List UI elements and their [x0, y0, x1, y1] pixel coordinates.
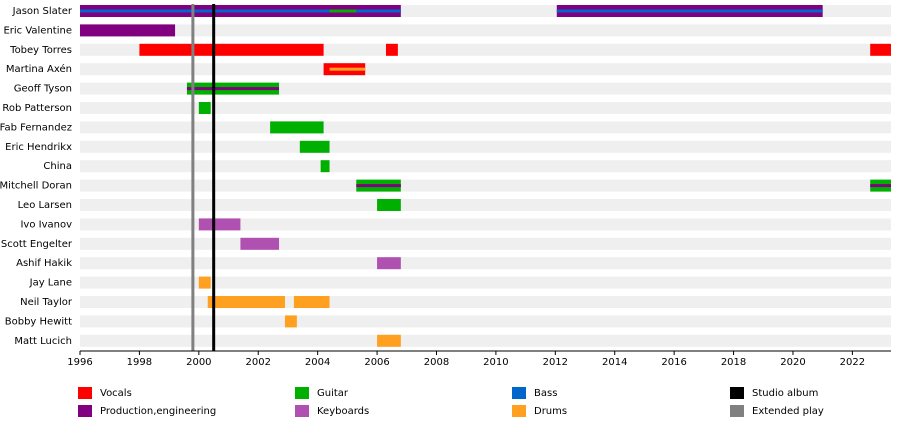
- role-bar: [270, 121, 324, 134]
- legend-swatch: [730, 387, 744, 399]
- legend-label: Extended play: [752, 406, 824, 417]
- role-bar: [299, 140, 330, 153]
- legend-label: Drums: [534, 406, 567, 417]
- member-label: Geoff Tyson: [14, 84, 72, 95]
- row-band: [80, 276, 891, 289]
- member-label: China: [43, 161, 72, 172]
- x-tick-label: 2006: [364, 357, 389, 368]
- member-label: Leo Larsen: [18, 200, 72, 211]
- role-bar: [377, 257, 401, 270]
- row-band: [80, 140, 891, 153]
- role-bar: [377, 334, 401, 347]
- x-tick-label: 2004: [305, 357, 330, 368]
- member-label: Scott Engelter: [1, 239, 73, 250]
- legend-label: Studio album: [752, 388, 818, 399]
- role-bar: [870, 43, 891, 56]
- member-label: Ivo Ivanov: [20, 219, 72, 230]
- member-label: Martina Axén: [6, 63, 72, 75]
- role-bar: [329, 67, 366, 71]
- legend-label: Bass: [534, 388, 557, 399]
- member-label: Mitchell Doran: [0, 181, 72, 192]
- x-tick-label: 2018: [721, 357, 746, 368]
- legend-label: Production,engineering: [100, 406, 216, 417]
- legend-swatch: [78, 387, 92, 399]
- legend-swatch: [512, 387, 526, 399]
- member-label: Jason Slater: [12, 6, 73, 17]
- legend-label: Guitar: [317, 388, 349, 399]
- role-bar: [556, 9, 823, 13]
- row-band: [80, 237, 891, 250]
- x-tick-label: 2012: [543, 357, 568, 368]
- role-bar: [284, 315, 297, 328]
- row-band: [80, 199, 891, 211]
- x-tick-label: 2016: [661, 357, 686, 368]
- role-bar: [320, 160, 330, 173]
- legend-label: Vocals: [100, 388, 132, 399]
- role-bar: [139, 43, 324, 56]
- row-band: [80, 334, 891, 347]
- x-tick-label: 2014: [602, 357, 627, 368]
- role-bar: [207, 296, 285, 308]
- row-band: [80, 218, 891, 231]
- role-bar: [385, 43, 398, 56]
- member-label: Fab Fernandez: [0, 122, 72, 133]
- row-band: [80, 121, 891, 134]
- role-bar: [240, 237, 280, 250]
- x-tick-label: 2022: [840, 357, 865, 368]
- role-bar: [198, 102, 211, 114]
- x-tick-label: 2008: [424, 357, 449, 368]
- row-band: [80, 296, 891, 308]
- row-band: [80, 160, 891, 173]
- row-band: [80, 24, 891, 37]
- x-tick-label: 2000: [186, 357, 211, 368]
- member-label: Ashif Hakik: [16, 258, 72, 269]
- role-bar: [198, 276, 211, 289]
- row-band: [80, 63, 891, 76]
- x-tick-label: 2020: [780, 357, 805, 368]
- x-tick-label: 2002: [246, 357, 271, 368]
- role-bar: [870, 184, 891, 188]
- member-label: Neil Taylor: [20, 297, 73, 308]
- member-label: Bobby Hewitt: [5, 316, 72, 327]
- role-bar: [329, 9, 357, 13]
- member-label: Rob Patterson: [2, 103, 72, 114]
- x-tick-label: 1996: [67, 357, 92, 368]
- member-label: Tobey Torres: [9, 45, 72, 56]
- legend-label: Keyboards: [317, 406, 369, 417]
- legend-swatch: [512, 405, 526, 417]
- role-bar: [80, 24, 176, 37]
- role-bar: [186, 87, 280, 91]
- role-bar: [356, 184, 401, 188]
- row-band: [80, 179, 891, 192]
- member-label: Eric Valentine: [3, 25, 72, 36]
- x-tick-label: 2010: [483, 357, 508, 368]
- row-band: [80, 257, 891, 270]
- legend-swatch: [295, 387, 309, 399]
- member-label: Jay Lane: [29, 278, 72, 289]
- row-band: [80, 315, 891, 328]
- x-tick-label: 1998: [127, 357, 152, 368]
- legend-swatch: [730, 405, 744, 417]
- legend-swatch: [295, 405, 309, 417]
- row-band: [80, 102, 891, 114]
- member-label: Matt Lucich: [14, 336, 72, 347]
- legend-swatch: [78, 405, 92, 417]
- row-band: [80, 82, 891, 95]
- member-label: Eric Hendrikx: [5, 142, 72, 153]
- role-bar: [80, 9, 401, 13]
- role-bar: [198, 218, 241, 231]
- role-bar: [377, 199, 401, 211]
- role-bar: [293, 296, 330, 308]
